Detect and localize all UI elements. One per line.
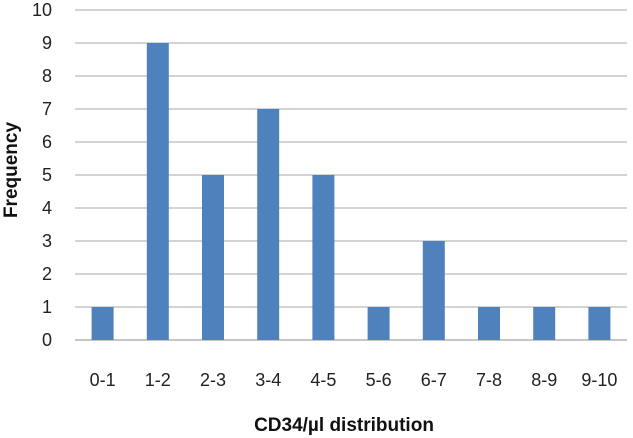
x-tick-label: 6-7 [421, 370, 447, 390]
x-tick-label: 1-2 [145, 370, 171, 390]
y-tick-label: 6 [42, 132, 52, 152]
y-tick-label: 8 [42, 66, 52, 86]
x-tick-label: 4-5 [310, 370, 336, 390]
bar-0-1 [91, 307, 114, 340]
y-tick-label: 4 [42, 198, 52, 218]
y-tick-label: 10 [32, 0, 52, 20]
x-tick-label: 5-6 [366, 370, 392, 390]
bar-7-8 [478, 307, 500, 340]
x-tick-label: 2-3 [200, 370, 226, 390]
bar-9-10 [588, 307, 611, 340]
bar-8-9 [533, 307, 556, 340]
y-tick-label: 3 [42, 231, 52, 251]
bar-4-5 [312, 175, 335, 340]
y-axis-title: Frequency [1, 122, 22, 219]
x-tick-label: 0-1 [90, 370, 116, 390]
bar-5-6 [367, 307, 390, 340]
y-tick-label: 7 [42, 99, 52, 119]
x-tick-labels: 0-1 1-2 2-3 3-4 4-5 5-6 6-7 7-8 8-9 9-10 [90, 370, 618, 390]
y-tick-labels: 0 1 2 3 4 5 6 7 8 9 10 [32, 0, 52, 350]
bar-2-3 [202, 175, 224, 340]
x-tick-label: 9-10 [581, 370, 617, 390]
x-tick-label: 8-9 [531, 370, 557, 390]
bar-3-4 [257, 109, 280, 340]
bar-6-7 [422, 241, 445, 340]
y-tick-label: 0 [42, 330, 52, 350]
x-tick-label: 3-4 [255, 370, 281, 390]
bars [91, 43, 611, 340]
x-axis-title: CD34/µl distribution [254, 415, 434, 436]
y-tick-label: 2 [42, 264, 52, 284]
x-tick-label: 7-8 [476, 370, 502, 390]
y-tick-label: 5 [42, 165, 52, 185]
bar-1-2 [146, 43, 169, 340]
y-tick-label: 1 [42, 297, 52, 317]
y-tick-label: 9 [42, 33, 52, 53]
